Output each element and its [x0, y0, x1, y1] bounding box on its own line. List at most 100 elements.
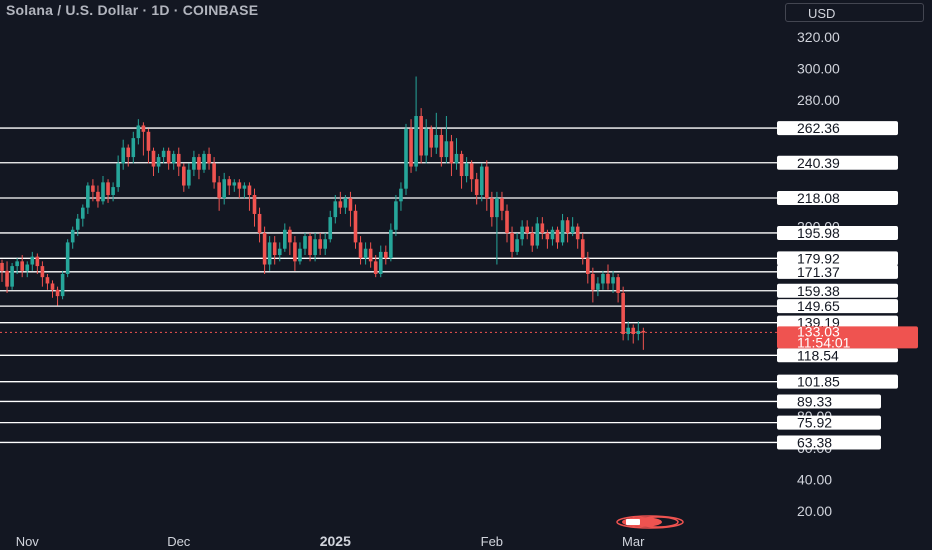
- time-tick: Dec: [167, 534, 191, 549]
- candle: [5, 270, 9, 287]
- level-label: 63.38: [797, 434, 832, 450]
- candle: [409, 128, 413, 167]
- current-price-label: 133.03: [797, 323, 840, 339]
- candle: [449, 141, 454, 164]
- candle: [70, 229, 75, 243]
- candle: [0, 262, 4, 271]
- candle: [187, 169, 191, 186]
- level-label-box: [777, 191, 898, 206]
- level-label-box: [777, 299, 898, 314]
- level-label-box: [777, 283, 898, 298]
- candle: [15, 261, 19, 267]
- candle: [535, 223, 540, 246]
- level-label: 118.54: [797, 347, 839, 363]
- candle: [262, 232, 267, 265]
- candle: [91, 185, 95, 192]
- candle: [202, 153, 206, 170]
- candle: [565, 220, 570, 233]
- candle: [500, 198, 504, 211]
- level-label: 171.37: [797, 264, 840, 280]
- candle: [55, 289, 60, 297]
- candle: [434, 134, 439, 148]
- candle: [81, 207, 85, 219]
- candle: [444, 141, 449, 158]
- level-label: 240.39: [797, 155, 840, 171]
- candle: [45, 277, 50, 284]
- candle: [166, 150, 171, 164]
- candle: [631, 327, 636, 335]
- candle: [116, 163, 120, 188]
- level-lines: [0, 127, 777, 444]
- candle: [485, 166, 489, 199]
- candle: [384, 251, 388, 259]
- currency-selector[interactable]: USD: [785, 3, 924, 22]
- level-label: 89.33: [797, 393, 832, 409]
- candle: [479, 166, 484, 195]
- candle: [323, 239, 327, 249]
- candle: [363, 248, 368, 259]
- time-tick: 2025: [320, 533, 351, 549]
- level-label-box: [777, 415, 881, 430]
- candle: [182, 166, 186, 186]
- candle: [404, 128, 408, 189]
- candle: [464, 163, 469, 177]
- candle: [495, 198, 499, 218]
- level-label: 195.98: [797, 225, 840, 241]
- candle: [454, 153, 459, 164]
- candle: [641, 330, 646, 333]
- candle: [586, 258, 590, 274]
- candle: [222, 179, 226, 199]
- level-label: 218.08: [797, 190, 840, 206]
- candle: [146, 131, 151, 151]
- candle: [505, 210, 509, 233]
- candle: [267, 242, 272, 265]
- candle: [611, 277, 615, 284]
- candle: [86, 185, 90, 208]
- candle: [575, 226, 580, 240]
- candle: [389, 229, 393, 259]
- candle: [151, 150, 156, 167]
- candle: [394, 201, 398, 230]
- candle: [101, 182, 105, 202]
- candle: [343, 198, 348, 208]
- candle: [545, 232, 550, 240]
- candle: [348, 198, 353, 211]
- level-label-box: [777, 374, 898, 389]
- candle: [490, 198, 494, 218]
- candle: [601, 274, 605, 284]
- flag-icon[interactable]: [616, 515, 684, 529]
- level-label-box: [777, 348, 898, 363]
- candle: [596, 283, 600, 290]
- candle: [313, 239, 317, 256]
- level-label: 159.38: [797, 283, 840, 299]
- candle: [288, 229, 292, 243]
- candle: [353, 210, 358, 243]
- level-label-box: [777, 264, 898, 279]
- candle: [25, 264, 30, 271]
- candle: [474, 179, 479, 195]
- countdown-label: 11:54:01: [797, 334, 851, 350]
- candle: [283, 229, 287, 249]
- price-tick: 300.00: [797, 61, 840, 77]
- level-label-box: [777, 315, 898, 330]
- time-axis[interactable]: Nov Dec 2025 Feb Mar: [16, 533, 645, 549]
- candle: [50, 283, 55, 290]
- candle: [171, 153, 176, 164]
- candle: [308, 236, 312, 256]
- candle: [252, 195, 257, 214]
- candle: [156, 157, 161, 167]
- time-tick: Feb: [481, 534, 503, 549]
- level-label-box: [777, 251, 898, 266]
- candle: [30, 256, 35, 265]
- candle: [510, 232, 514, 252]
- candle: [378, 251, 383, 274]
- candle: [20, 261, 24, 271]
- level-label: 262.36: [797, 120, 840, 136]
- candle: [247, 185, 252, 195]
- candle: [257, 213, 262, 233]
- level-label: 75.92: [797, 415, 832, 431]
- candle: [338, 201, 343, 208]
- candle: [459, 153, 464, 177]
- candle: [550, 229, 555, 240]
